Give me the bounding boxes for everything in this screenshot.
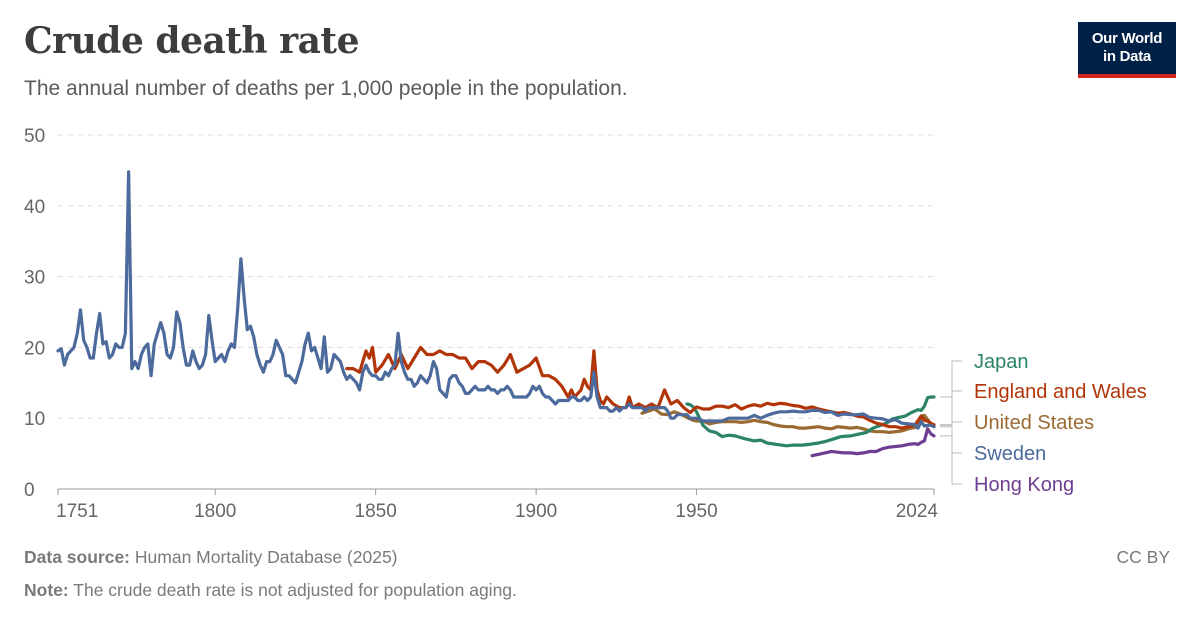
logo-line-2: in Data xyxy=(1103,48,1151,65)
legend-label-japan[interactable]: Japan xyxy=(974,351,1029,373)
owid-logo[interactable]: Our World in Data xyxy=(1078,22,1176,78)
chart-note: Note: The crude death rate is not adjust… xyxy=(24,580,517,601)
y-tick-label: 30 xyxy=(24,268,45,289)
data-source-link[interactable]: Human Mortality Database (2025) xyxy=(134,547,398,567)
legend-label-hong-kong[interactable]: Hong Kong xyxy=(974,474,1074,496)
series-line-hong-kong[interactable] xyxy=(810,427,936,458)
series-line-sweden[interactable] xyxy=(56,170,936,430)
x-tick-label: 1751 xyxy=(56,501,98,522)
y-tick-label: 20 xyxy=(24,338,45,359)
legend-label-england-and-wales[interactable]: England and Wales xyxy=(974,381,1147,403)
note-label: Note: xyxy=(24,580,69,600)
legend-connector xyxy=(940,421,962,426)
x-tick-label: 2024 xyxy=(896,501,939,522)
chart-title: Crude death rate xyxy=(24,20,359,62)
legend-connector xyxy=(940,426,962,454)
legend-connector xyxy=(940,435,962,485)
y-tick-label: 0 xyxy=(24,480,35,501)
series-line-england-and-wales[interactable] xyxy=(345,345,936,430)
series-line-united-states[interactable] xyxy=(640,407,936,434)
legend[interactable]: Japan England and Wales United States Swede… xyxy=(940,351,1147,496)
y-tick-label: 50 xyxy=(24,126,45,147)
y-axis-ticks: 0 10 20 30 40 50 xyxy=(24,126,45,501)
x-tick-label: 1850 xyxy=(355,501,397,522)
x-tick-label: 1950 xyxy=(675,501,717,522)
data-source: Data source: Human Mortality Database (2… xyxy=(24,547,398,568)
legend-label-united-states[interactable]: United States xyxy=(974,412,1094,434)
x-tick-label: 1900 xyxy=(515,501,557,522)
y-tick-label: 10 xyxy=(24,409,45,430)
grid-lines xyxy=(58,134,934,419)
x-tick-label: 1800 xyxy=(194,501,236,522)
legend-connector xyxy=(940,390,962,426)
legend-connector xyxy=(940,360,962,398)
data-source-label: Data source: xyxy=(24,547,131,567)
series-line-japan[interactable] xyxy=(685,395,936,448)
series-lines[interactable] xyxy=(56,170,936,458)
logo-line-1: Our World xyxy=(1091,30,1163,47)
chart-subtitle: The annual number of deaths per 1,000 pe… xyxy=(24,77,628,100)
x-axis: 1751 1800 1850 1900 1950 2024 xyxy=(56,488,939,522)
license-link[interactable]: CC BY xyxy=(1116,547,1170,567)
note-text: The crude death rate is not adjusted for… xyxy=(73,580,517,600)
y-tick-label: 40 xyxy=(24,197,45,218)
legend-label-sweden[interactable]: Sweden xyxy=(974,443,1046,465)
